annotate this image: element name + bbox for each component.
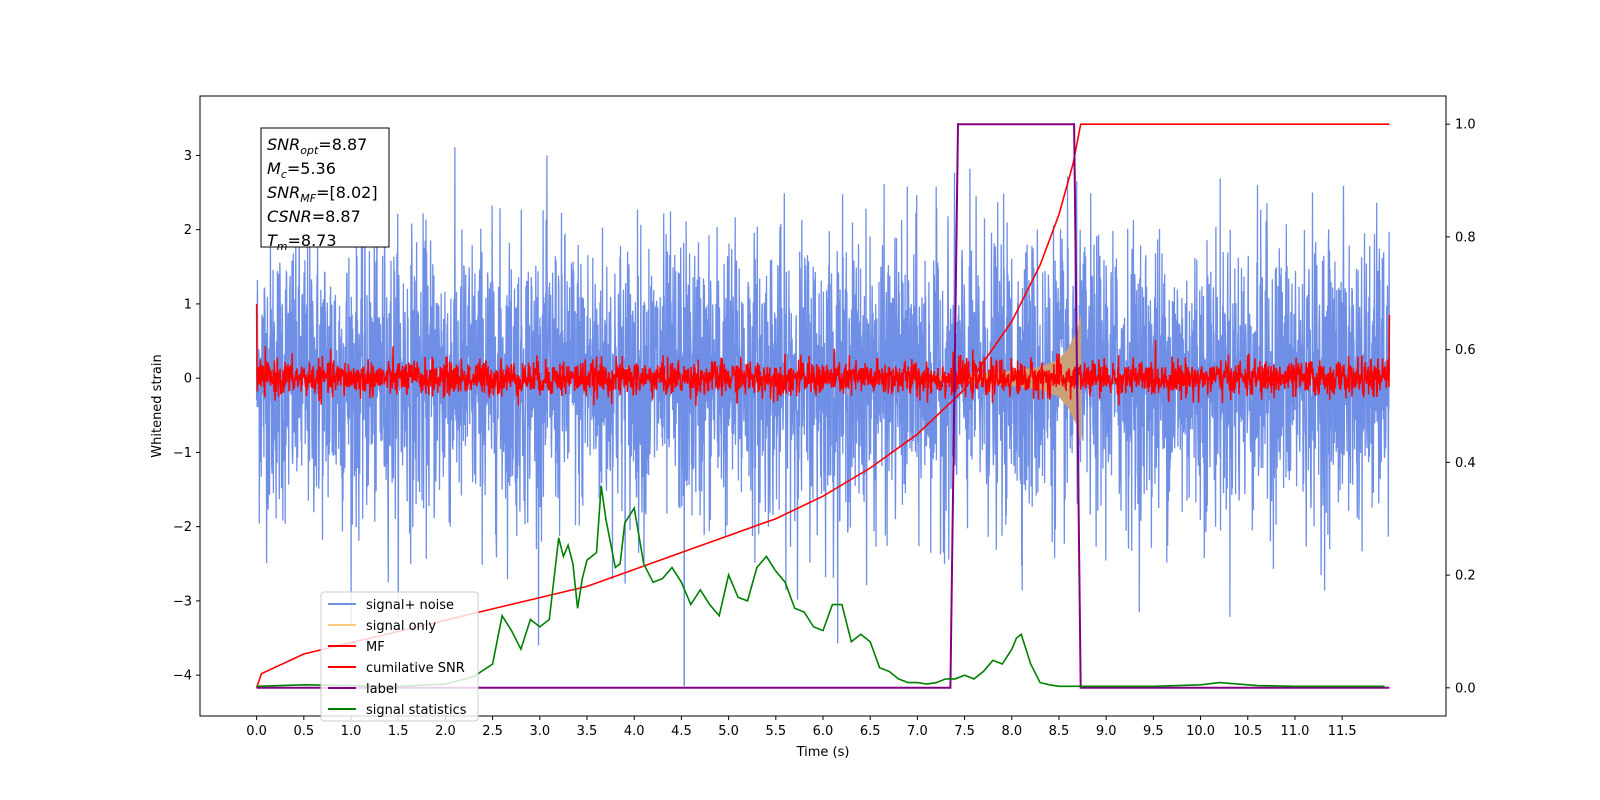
mf-series: [255, 303, 1391, 407]
stats-value: =[8.02]: [316, 183, 378, 202]
y-tick-label: 0: [184, 372, 192, 387]
x-tick-label: 6.5: [860, 724, 881, 739]
stats-symbol: SNR: [267, 135, 300, 154]
x-tick-label: 9.5: [1143, 724, 1164, 739]
stats-symbol: SNR: [267, 183, 300, 202]
y-axis-left: 3 2 1 0 −1 −2 −3 −4: [173, 149, 200, 684]
stats-line: SNRMF=[8.02]: [267, 183, 378, 205]
legend-label: cumilative SNR: [366, 661, 465, 676]
x-tick-label: 6.0: [813, 724, 834, 739]
stats-value: =5.36: [287, 159, 336, 178]
legend-label: signal statistics: [366, 703, 467, 718]
legend: signal+ noise signal only MF cumilative SNR…: [320, 591, 479, 722]
y-tick-label: −3: [173, 594, 192, 609]
stats-symbol: T: [267, 231, 278, 250]
y2-tick-label: 0.8: [1455, 230, 1476, 245]
x-tick-label: 3.0: [529, 724, 550, 739]
x-tick-label: 8.5: [1049, 724, 1070, 739]
y-axis-label: Whitened strain: [150, 354, 165, 457]
y-axis-right: 1.0 0.8 0.6 0.4 0.2 0.0: [1446, 118, 1476, 696]
y2-tick-label: 1.0: [1455, 118, 1476, 133]
x-tick-label: 9.0: [1096, 724, 1117, 739]
stats-line: Tm=8.73: [267, 231, 337, 253]
stats-subscript: MF: [300, 192, 316, 205]
stats-subscript: c: [281, 168, 287, 181]
x-tick-label: 1.5: [388, 724, 409, 739]
y-tick-label: 3: [184, 149, 192, 164]
legend-label: signal+ noise: [366, 598, 454, 613]
stats-value: =8.87: [312, 207, 361, 226]
y-tick-label: −2: [173, 520, 192, 535]
stats-value: =8.73: [288, 231, 337, 250]
legend-label: label: [366, 682, 397, 697]
stats-subscript: m: [277, 240, 288, 253]
signal-statistics-line: [256, 485, 1385, 688]
y2-tick-label: 0.4: [1455, 456, 1476, 471]
x-tick-label: 5.5: [765, 724, 786, 739]
x-tick-label: 10.0: [1186, 724, 1215, 739]
x-tick-label: 7.5: [954, 724, 975, 739]
y2-tick-label: 0.0: [1455, 681, 1476, 696]
stats-symbol: M: [267, 159, 281, 178]
stats-box-frame: [260, 127, 390, 248]
y2-tick-label: 0.6: [1455, 343, 1476, 358]
y-tick-label: −1: [173, 446, 192, 461]
stats-subscript: opt: [300, 144, 319, 157]
x-axis: 0.0 0.5 1.0 1.5 2.0 2.5 3.0 3.5 4.0 4.5 5.0 5.5 6.0 6…: [246, 716, 1357, 739]
signal-statistics-series: [256, 485, 1385, 688]
x-axis-label: Time (s): [796, 745, 850, 760]
x-tick-label: 2.0: [435, 724, 456, 739]
x-tick-label: 2.5: [482, 724, 503, 739]
x-tick-label: 11.0: [1280, 724, 1309, 739]
label-line: [256, 123, 1390, 689]
x-tick-label: 1.0: [341, 724, 362, 739]
legend-label: MF: [366, 640, 385, 655]
x-tick-label: 5.0: [718, 724, 739, 739]
label-series: [256, 123, 1390, 689]
x-tick-label: 3.5: [577, 724, 598, 739]
x-tick-label: 8.0: [1001, 724, 1022, 739]
stats-annotation-box: SNRopt=8.87Mc=5.36SNRMF=[8.02]CSNR=8.87T…: [260, 127, 390, 253]
plot-area: [255, 123, 1391, 689]
x-tick-label: 0.0: [246, 724, 267, 739]
y2-tick-label: 0.2: [1455, 569, 1476, 584]
x-tick-label: 0.5: [293, 724, 314, 739]
x-tick-label: 7.0: [907, 724, 928, 739]
x-tick-label: 10.5: [1233, 724, 1262, 739]
y-tick-label: −4: [173, 669, 192, 684]
stats-value: =8.87: [318, 135, 367, 154]
stats-line: CSNR=8.87: [267, 207, 361, 226]
mf-line: [255, 303, 1391, 407]
stats-line: SNRopt=8.87: [267, 135, 367, 157]
y-tick-label: 1: [184, 297, 192, 312]
legend-label: signal only: [366, 619, 436, 634]
x-tick-label: 4.0: [624, 724, 645, 739]
stats-symbol: CSNR: [267, 207, 312, 226]
legend-frame: [320, 591, 479, 722]
y-tick-label: 2: [184, 223, 192, 238]
x-tick-label: 11.5: [1328, 724, 1357, 739]
x-tick-label: 4.5: [671, 724, 692, 739]
stats-line: Mc=5.36: [267, 159, 336, 181]
